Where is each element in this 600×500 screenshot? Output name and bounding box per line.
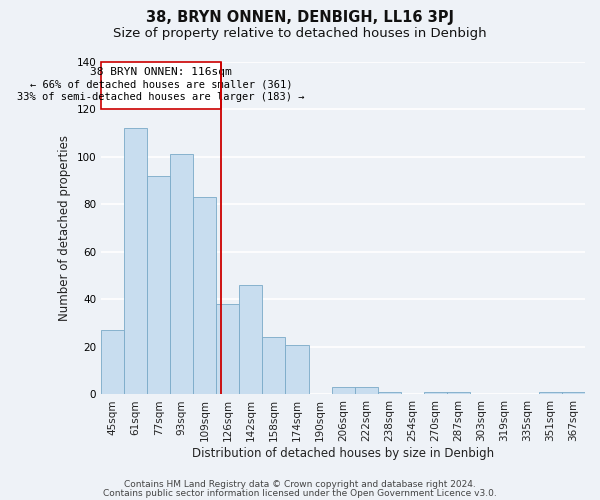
Bar — [262, 338, 286, 394]
Bar — [286, 344, 308, 395]
Bar — [447, 392, 470, 394]
Text: Contains public sector information licensed under the Open Government Licence v3: Contains public sector information licen… — [103, 488, 497, 498]
Text: 38 BRYN ONNEN: 116sqm: 38 BRYN ONNEN: 116sqm — [90, 68, 232, 78]
Bar — [239, 285, 262, 395]
Bar — [101, 330, 124, 394]
Bar — [539, 392, 562, 394]
Y-axis label: Number of detached properties: Number of detached properties — [58, 135, 71, 321]
Bar — [193, 197, 217, 394]
Text: 38, BRYN ONNEN, DENBIGH, LL16 3PJ: 38, BRYN ONNEN, DENBIGH, LL16 3PJ — [146, 10, 454, 25]
Bar — [124, 128, 147, 394]
Text: Size of property relative to detached houses in Denbigh: Size of property relative to detached ho… — [113, 28, 487, 40]
Bar — [355, 388, 377, 394]
Text: ← 66% of detached houses are smaller (361): ← 66% of detached houses are smaller (36… — [30, 80, 292, 90]
Bar — [562, 392, 585, 394]
Text: Contains HM Land Registry data © Crown copyright and database right 2024.: Contains HM Land Registry data © Crown c… — [124, 480, 476, 489]
Bar — [424, 392, 447, 394]
Bar — [332, 388, 355, 394]
Bar — [217, 304, 239, 394]
Bar — [147, 176, 170, 394]
Bar — [377, 392, 401, 394]
X-axis label: Distribution of detached houses by size in Denbigh: Distribution of detached houses by size … — [192, 447, 494, 460]
Text: 33% of semi-detached houses are larger (183) →: 33% of semi-detached houses are larger (… — [17, 92, 305, 102]
Bar — [101, 62, 221, 109]
Bar — [170, 154, 193, 394]
